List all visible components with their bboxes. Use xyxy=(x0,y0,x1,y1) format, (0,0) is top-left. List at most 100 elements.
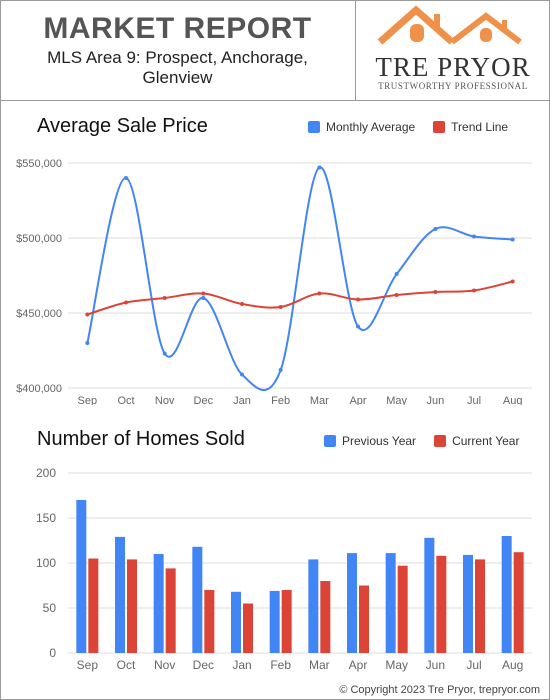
bar-current-year xyxy=(204,590,215,653)
y-tick-label: $550,000 xyxy=(16,158,62,170)
data-point xyxy=(201,296,206,300)
data-point xyxy=(510,279,515,284)
copyright-notice: © Copyright 2023 Tre Pryor, trepryor.com xyxy=(339,684,540,696)
legend-swatch xyxy=(434,435,447,447)
y-tick-label: $500,000 xyxy=(16,233,62,245)
price-chart-title: Average Sale Price xyxy=(37,115,208,137)
x-tick-label: Dec xyxy=(194,395,214,405)
bar-previous-year xyxy=(76,500,87,653)
x-tick-label: May xyxy=(385,658,408,672)
legend-swatch xyxy=(324,435,336,447)
x-tick-label: Aug xyxy=(502,658,523,672)
x-tick-label: Jan xyxy=(233,395,251,405)
bar-previous-year xyxy=(385,553,396,653)
data-point xyxy=(124,300,128,305)
bar-current-year xyxy=(397,565,408,653)
data-point xyxy=(240,372,244,377)
logo-tagline: TRUSTWORTHY PROFESSIONAL xyxy=(378,81,528,91)
data-point xyxy=(201,291,206,296)
data-point xyxy=(317,165,322,170)
price-chart-legend: Monthly Average Trend Line xyxy=(290,120,508,134)
data-point xyxy=(433,290,438,294)
bar-previous-year xyxy=(308,559,319,653)
bar-previous-year xyxy=(501,536,512,653)
x-tick-label: Oct xyxy=(117,658,136,672)
bar-previous-year xyxy=(115,536,125,653)
window-icon xyxy=(410,24,424,42)
report-title-panel: MARKET REPORT MLS Area 9: Prospect, Anch… xyxy=(0,0,356,100)
x-tick-label: May xyxy=(386,395,407,405)
x-tick-label: Sep xyxy=(77,658,99,672)
house-roof-icon xyxy=(377,5,522,45)
bar-previous-year xyxy=(463,554,473,653)
bar-current-year xyxy=(243,603,253,653)
report-header: MARKET REPORT MLS Area 9: Prospect, Anch… xyxy=(0,0,550,101)
brand-logo: TRE PRYOR TRUSTWORTHY PROFESSIONAL xyxy=(356,0,550,100)
x-tick-label: Mar xyxy=(310,395,329,405)
data-point xyxy=(317,291,322,296)
data-point xyxy=(472,234,476,239)
x-tick-label: Jul xyxy=(466,658,481,672)
sold-bar-chart: 0 50 100 150 200 Sep Oct Nov Dec Jan Feb Mar Apr May J… xyxy=(36,466,532,672)
window-icon xyxy=(480,28,492,42)
legend-swatch xyxy=(308,121,320,133)
data-point xyxy=(394,293,399,297)
bar-current-year xyxy=(475,559,485,653)
data-point xyxy=(356,297,360,302)
bar-current-year xyxy=(436,555,447,653)
x-tick-label: Sep xyxy=(78,395,98,405)
logo-name: TRE PRYOR xyxy=(375,52,531,82)
legend-label: Current Year xyxy=(452,434,520,448)
bar-current-year xyxy=(359,585,369,653)
y-tick-label: $400,000 xyxy=(16,383,62,395)
sold-chart-title: Number of Homes Sold xyxy=(37,428,245,450)
data-point xyxy=(278,368,283,372)
bar-current-year xyxy=(513,552,524,653)
bar-previous-year xyxy=(231,591,241,653)
chimney-icon xyxy=(502,20,507,32)
x-tick-label: Feb xyxy=(271,395,290,405)
bar-current-year xyxy=(88,558,99,653)
data-point xyxy=(433,227,438,231)
report-subtitle: MLS Area 9: Prospect, Anchorage, Glenvie… xyxy=(47,48,308,87)
monthly-average-line xyxy=(86,166,513,392)
y-tick-label: 50 xyxy=(43,601,57,615)
legend-label: Trend Line xyxy=(451,120,509,134)
bar-previous-year xyxy=(153,554,164,653)
roof-right-icon xyxy=(450,12,522,45)
data-point xyxy=(510,237,515,242)
bar-previous-year xyxy=(424,537,435,653)
data-point xyxy=(472,288,476,293)
x-tick-label: Jul xyxy=(467,395,481,405)
bar-previous-year xyxy=(347,553,357,653)
x-tick-label: Apr xyxy=(349,658,368,672)
bar-previous-year xyxy=(269,590,280,653)
y-tick-label: 150 xyxy=(36,511,56,525)
legend-item-trend-line: Trend Line xyxy=(433,120,508,134)
x-tick-label: Oct xyxy=(117,395,134,405)
x-tick-label: Mar xyxy=(309,658,330,672)
data-point xyxy=(85,341,90,345)
x-tick-label: Feb xyxy=(270,658,291,672)
data-point xyxy=(278,305,283,309)
bar-current-year xyxy=(281,590,292,653)
x-tick-label: Aug xyxy=(503,395,523,405)
x-tick-label: Dec xyxy=(193,658,214,672)
bar-current-year xyxy=(320,581,331,653)
y-tick-label: $450,000 xyxy=(16,308,62,320)
x-tick-label: Jun xyxy=(426,395,444,405)
data-point xyxy=(356,324,360,329)
data-point xyxy=(240,302,244,306)
roof-left-icon xyxy=(377,5,455,45)
trend-line xyxy=(87,280,513,316)
x-tick-label: Apr xyxy=(349,395,366,405)
bar-current-year xyxy=(127,559,137,653)
data-point xyxy=(162,351,167,356)
data-point xyxy=(394,272,399,276)
y-tick-label: 0 xyxy=(49,646,56,660)
data-point xyxy=(162,296,167,300)
y-tick-label: 100 xyxy=(36,556,56,570)
data-point xyxy=(85,312,90,317)
report-title: MARKET REPORT xyxy=(43,12,312,45)
legend-label: Previous Year xyxy=(342,434,417,448)
